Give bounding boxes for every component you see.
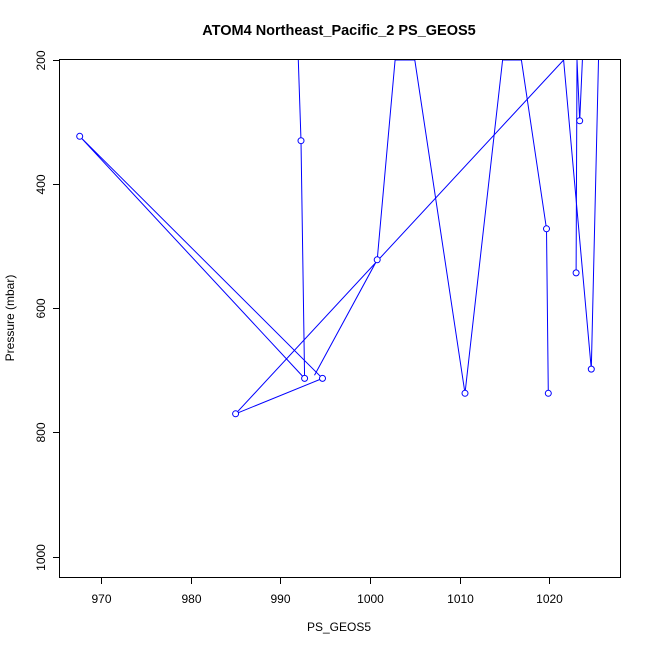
y-axis: 200 400 600 800 1000 <box>34 50 60 571</box>
x-axis: 970 980 990 1000 1010 1020 <box>91 577 563 606</box>
y-tick-label: 400 <box>34 174 48 194</box>
x-tick-label: 970 <box>91 592 111 606</box>
data-point <box>572 269 580 277</box>
data-point <box>297 137 305 145</box>
data-point <box>76 132 84 140</box>
series-line <box>79 60 599 415</box>
marker-layer <box>76 117 595 418</box>
x-tick-label: 1010 <box>447 592 474 606</box>
data-point <box>543 225 550 233</box>
data-point <box>373 256 381 264</box>
series-line <box>314 60 549 394</box>
y-tick-label: 800 <box>34 422 48 442</box>
series-layer <box>79 60 599 415</box>
data-point <box>461 389 469 397</box>
x-axis-label: PS_GEOS5 <box>307 620 371 634</box>
data-point <box>587 365 595 373</box>
y-tick-label: 600 <box>34 298 48 318</box>
plot-area <box>76 60 599 418</box>
x-tick-label: 980 <box>181 592 201 606</box>
data-point <box>301 374 309 382</box>
data-point <box>544 389 552 397</box>
data-point <box>319 374 326 382</box>
x-tick-label: 1000 <box>357 592 384 606</box>
data-point <box>576 117 584 125</box>
chart-title: ATOM4 Northeast_Pacific_2 PS_GEOS5 <box>202 23 475 39</box>
x-tick-label: 1020 <box>536 592 563 606</box>
data-point <box>232 410 240 418</box>
plot-frame <box>59 59 621 578</box>
y-tick-label: 200 <box>34 50 48 70</box>
series-line <box>575 60 583 273</box>
y-tick-label: 1000 <box>34 544 48 571</box>
x-tick-label: 990 <box>270 592 290 606</box>
y-axis-label: Pressure (mbar) <box>3 275 17 362</box>
